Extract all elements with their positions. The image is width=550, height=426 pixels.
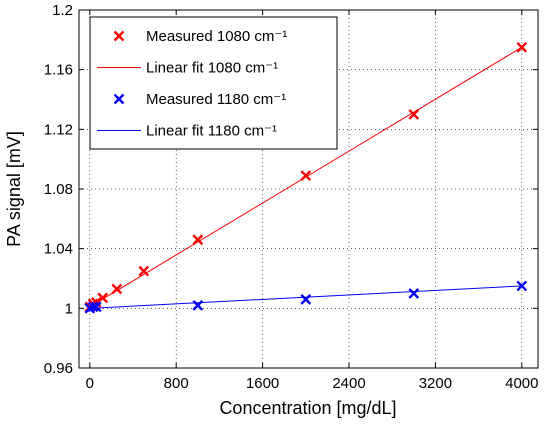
data-point [90, 301, 102, 313]
x-tick-label: 2400 [332, 375, 365, 392]
legend-entry: Measured 1080 cm⁻¹ [113, 28, 287, 45]
legend-label: Linear fit 1080 cm⁻¹ [146, 60, 278, 77]
tick-labels: 0 800 1600 2400 3200 4000 0.96 1 1.04 1.08 1.12 1.1… [44, 2, 539, 392]
data-point [111, 283, 123, 295]
data-point [300, 170, 312, 181]
data-point [87, 301, 99, 313]
legend-entry: Linear fit 1080 cm⁻¹ [97, 60, 278, 77]
data-point [408, 109, 420, 120]
legend-marker [113, 30, 125, 42]
plot-series [84, 41, 528, 314]
x-axis-label: Concentration [mg/dL] [219, 398, 396, 418]
y-tick-label: 1.16 [44, 62, 73, 79]
legend-marker [113, 93, 125, 105]
x-tick-label: 800 [164, 375, 189, 392]
legend-box [89, 16, 338, 150]
y-tick-label: 1.2 [52, 2, 73, 19]
plot-frame [78, 9, 539, 369]
legend-label: Measured 1180 cm⁻¹ [146, 91, 286, 108]
y-tick-label: 1.12 [44, 121, 73, 138]
y-tick-label: 0.96 [44, 360, 73, 377]
legend: Measured 1080 cm⁻¹ Linear fit 1080 cm⁻¹ Me… [89, 16, 338, 150]
y-tick-label: 1 [65, 300, 73, 317]
data-point [516, 41, 528, 53]
x-tick-label: 3200 [419, 375, 452, 392]
data-point [408, 288, 420, 299]
data-point [97, 292, 109, 304]
fit-line [89, 285, 522, 309]
x-tick-label: 1600 [246, 375, 279, 392]
x-tick-label: 0 [86, 375, 94, 392]
y-tick-label: 1.08 [44, 181, 73, 198]
data-point [300, 294, 312, 305]
x-tick-label: 4000 [505, 375, 538, 392]
y-tick-label: 1.04 [44, 241, 73, 258]
y-axis-label: PA signal [mV] [4, 131, 24, 247]
data-point [516, 280, 528, 292]
data-point [138, 265, 150, 277]
legend-entry: Measured 1180 cm⁻¹ [113, 91, 286, 108]
legend-label: Measured 1080 cm⁻¹ [146, 28, 287, 45]
legend-entry: Linear fit 1180 cm⁻¹ [97, 123, 277, 140]
legend-label: Linear fit 1180 cm⁻¹ [146, 123, 277, 140]
data-point [192, 300, 204, 311]
data-point [192, 234, 204, 246]
